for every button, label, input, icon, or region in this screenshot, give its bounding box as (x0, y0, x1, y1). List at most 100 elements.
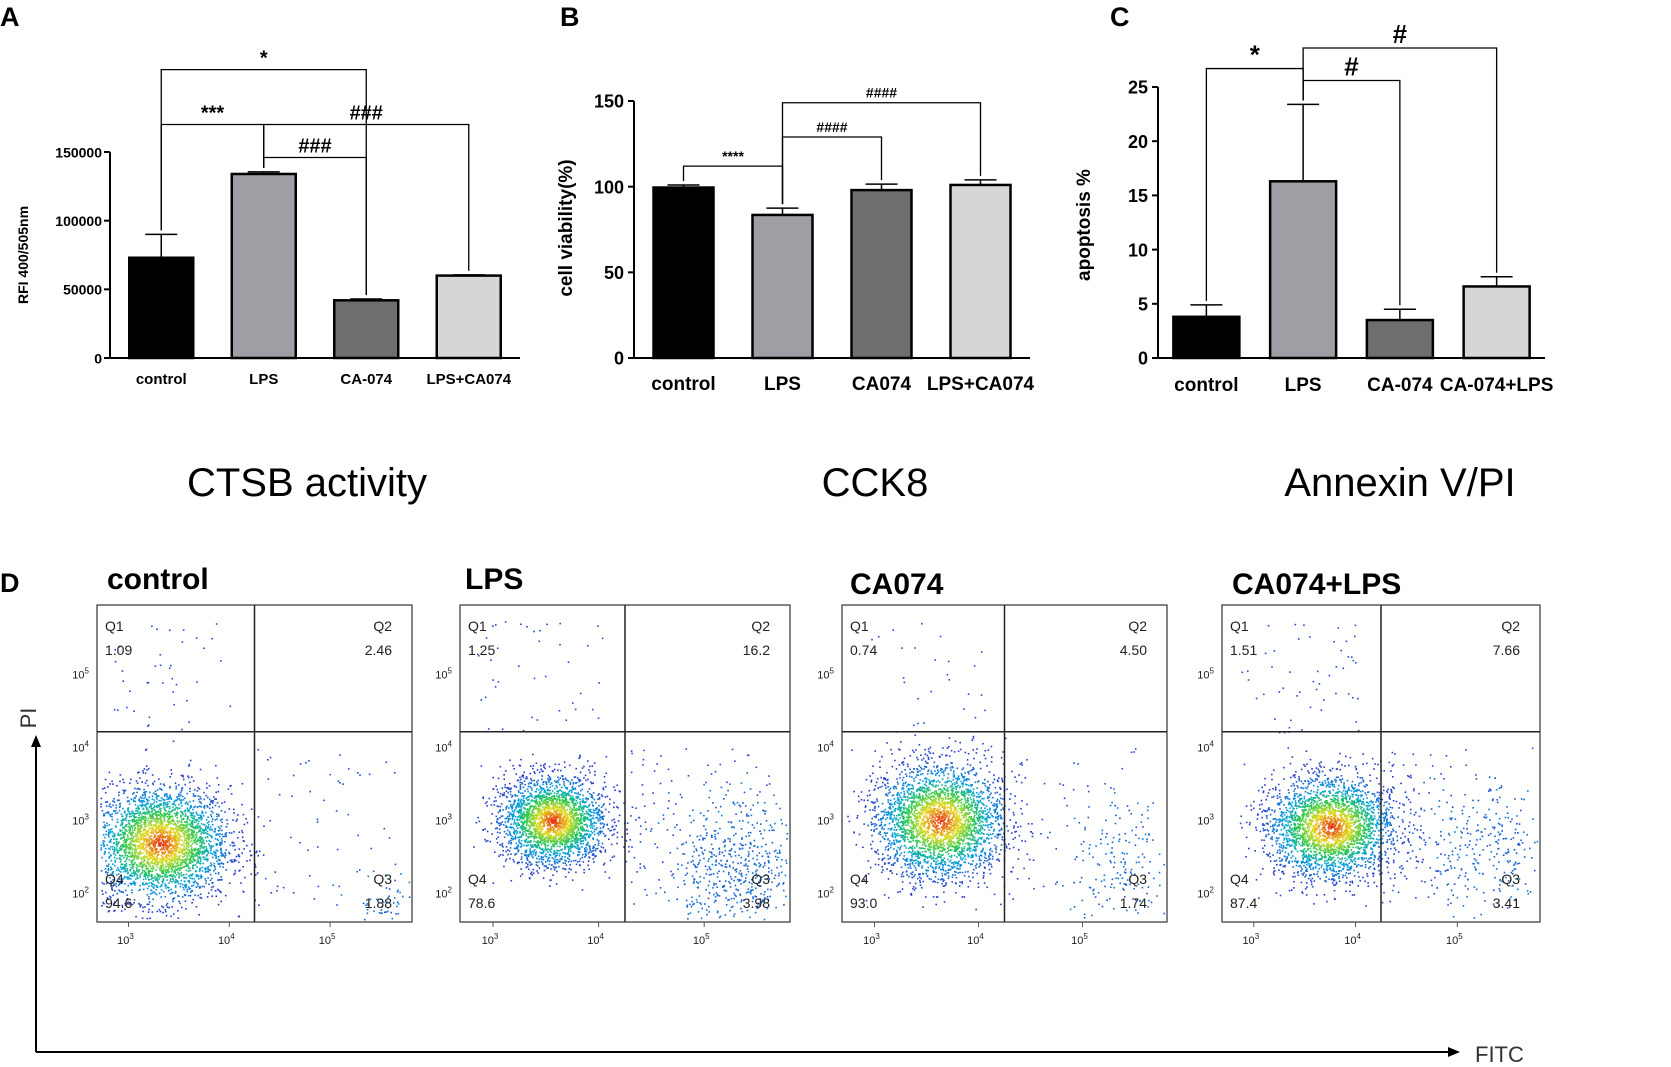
flow-dot (182, 799, 185, 801)
flow-dot (151, 798, 154, 801)
flow-dot (387, 896, 389, 899)
flow-dot (735, 813, 737, 815)
flow-dot (595, 817, 597, 819)
flow-dot (514, 793, 516, 796)
flow-dot (152, 865, 154, 867)
flow-dot (746, 754, 749, 757)
flow-dot (161, 826, 164, 828)
flow-dot (147, 861, 149, 863)
flow-dot (192, 858, 195, 861)
flow-dot (131, 859, 134, 862)
flow-dot (116, 799, 119, 802)
flow-dot (177, 871, 179, 874)
flow-dot (519, 846, 522, 848)
flow-dot (496, 821, 498, 824)
flow-dot (548, 779, 551, 781)
flow-dot (490, 659, 492, 661)
flow-dot (563, 868, 566, 870)
flow-dot (129, 819, 131, 822)
flow-dot (105, 812, 107, 814)
flow-dot (598, 831, 601, 833)
flow-dot (718, 853, 721, 855)
category-label: LPS (764, 374, 801, 395)
flow-dot (768, 878, 771, 880)
flow-dot (143, 864, 145, 867)
flow-dot (112, 835, 114, 837)
flow-dot (104, 850, 106, 853)
flow-dot (209, 798, 211, 801)
flow-dot (513, 768, 515, 770)
flow-dot (138, 868, 140, 871)
flow-dot (132, 837, 135, 839)
flow-dot (574, 792, 576, 794)
flow-dot (528, 796, 530, 798)
flow-dot (601, 822, 604, 825)
flow-dot (231, 859, 233, 861)
flow-dot (564, 777, 567, 779)
flow-dot (628, 845, 630, 848)
flow-dot (708, 867, 711, 870)
flow-dot (154, 812, 157, 814)
flow-dot (676, 898, 678, 901)
flow-dot (152, 858, 154, 860)
flow-dot (524, 841, 527, 843)
flow-dot (497, 681, 500, 683)
flow-dot (523, 771, 525, 774)
flow-dot (165, 857, 168, 859)
flow-dot (193, 848, 196, 851)
flow-dot (178, 876, 180, 879)
flow-dot (509, 832, 511, 834)
flow-dot (192, 867, 194, 870)
flow-dot (101, 856, 103, 859)
flow-dot (718, 870, 720, 873)
flow-dot (513, 811, 515, 813)
flow-dot (188, 828, 191, 830)
flow-dot (601, 637, 604, 640)
flow-dot (757, 902, 760, 904)
flow-dot (164, 858, 166, 861)
flow-dot (644, 805, 646, 807)
flow-dot (267, 759, 269, 761)
flow-dot (129, 782, 131, 784)
flow-dot (187, 843, 190, 846)
flow-dot (569, 864, 571, 866)
flow-dot (156, 839, 159, 842)
flow-dot (186, 845, 188, 847)
flow-dot (599, 831, 602, 833)
flow-dot (119, 830, 122, 832)
flow-dot (204, 849, 206, 852)
flow-dot (182, 813, 184, 816)
flow-dot (133, 871, 135, 874)
flow-dot (172, 913, 175, 915)
flow-dot (556, 852, 559, 854)
flow-dot (515, 829, 517, 832)
y-tick-label: 25 (1128, 78, 1148, 98)
flow-dot (108, 829, 110, 831)
flow-dot (257, 816, 260, 818)
flow-dot (559, 622, 561, 625)
flow-dot (165, 856, 167, 858)
flow-dot (113, 708, 116, 711)
category-label: CA-074 (1367, 375, 1433, 396)
flow-dot (144, 813, 147, 816)
flow-dot (109, 841, 112, 843)
flow-dot (532, 868, 534, 871)
flow-dot (394, 879, 396, 882)
flow-dot (730, 906, 733, 909)
flow-dot (238, 870, 240, 872)
flow-dot (169, 865, 172, 868)
flow-dot (717, 810, 720, 813)
flow-dot (152, 827, 154, 829)
flow-dot (176, 834, 179, 836)
flow-dot (120, 859, 122, 861)
flow-dot (164, 825, 167, 827)
flow-dot (165, 866, 168, 868)
flow-dot (719, 915, 722, 918)
flow-dot (148, 882, 150, 884)
flow-dot (384, 911, 386, 914)
flow-dot (171, 841, 173, 843)
flow-dot (157, 820, 159, 822)
flow-dot (141, 804, 144, 806)
flow-dot (134, 849, 136, 852)
flow-dot (123, 846, 125, 848)
